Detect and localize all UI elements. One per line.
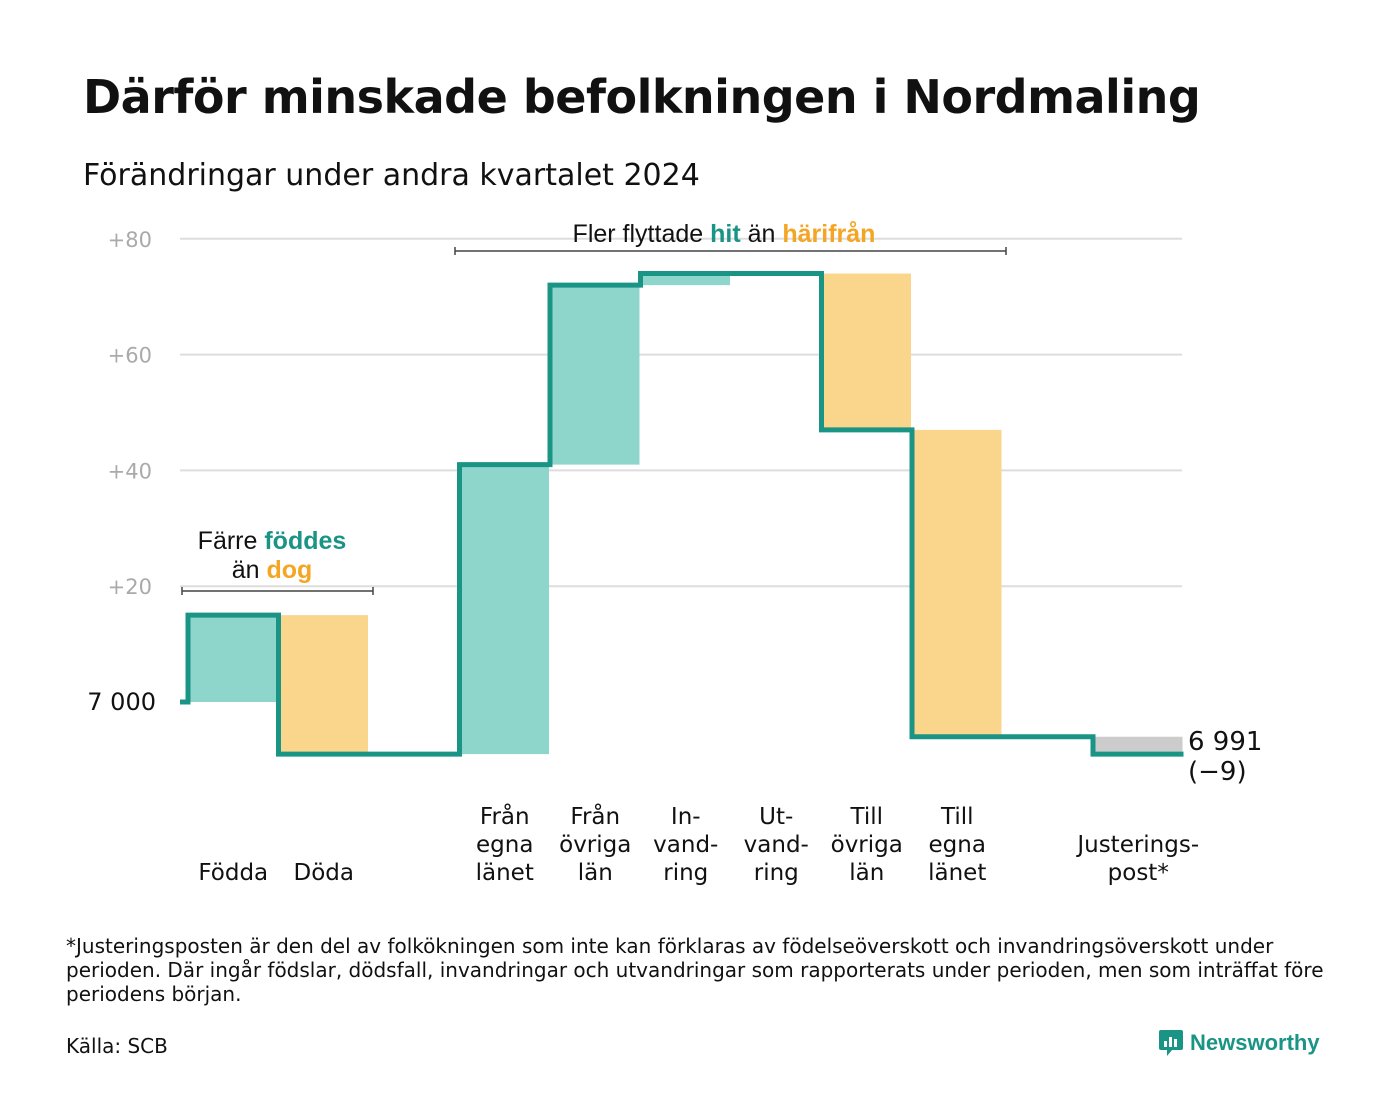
category-label: vand- [653, 832, 718, 858]
y-tick-label: +80 [108, 228, 152, 252]
category-label: län [849, 860, 884, 886]
end-value-label: 6 991 [1188, 727, 1262, 757]
cumulative-step-line [180, 271, 1184, 757]
annotation-segment: Fler flyttade [573, 220, 711, 248]
bar-increase [189, 615, 278, 702]
gridlines [180, 237, 1182, 588]
bar-increase [641, 273, 730, 286]
category-label: Ut- [759, 804, 793, 830]
annotation-text: Färre föddes [198, 527, 347, 555]
annotation-segment: härifrån [782, 220, 875, 248]
annotation-segment: Färre [198, 527, 265, 555]
category-label: övriga [831, 832, 903, 858]
category-label: ring [663, 860, 708, 886]
bars [189, 273, 1183, 755]
category-label: Till [940, 804, 974, 830]
footnote: *Justeringsposten är den del av folkökni… [66, 934, 1324, 1006]
annotation-segment: föddes [264, 527, 346, 555]
category-label: Till [849, 804, 883, 830]
annotation-segment: än [741, 220, 783, 248]
brand-name: Newsworthy [1190, 1030, 1320, 1055]
category-label: län [578, 860, 613, 886]
source-label: Källa: SCB [66, 1034, 168, 1058]
annotation-text: Fler flyttade hit än härifrån [573, 220, 876, 248]
category-label: In- [671, 804, 701, 830]
category-label: vand- [744, 832, 809, 858]
category-label: ring [754, 860, 799, 886]
annotation-segment: hit [710, 220, 741, 248]
category-label: länet [928, 860, 986, 886]
category-label: länet [476, 860, 534, 886]
newsworthy-logo-icon [1159, 1030, 1183, 1056]
annotation-segment: än [232, 556, 267, 584]
category-label: Justerings- [1075, 832, 1199, 858]
category-label: Från [480, 802, 530, 830]
annotation-segment: dog [266, 556, 312, 584]
category-label: post* [1108, 860, 1169, 886]
annotation-text: än dog [232, 556, 313, 584]
bar-adjustment [1094, 736, 1183, 755]
category-label: egna [476, 832, 533, 858]
category-label: Döda [294, 860, 354, 886]
bar-decrease [822, 273, 911, 430]
bar-increase [460, 464, 549, 755]
y-tick-label: +40 [108, 459, 152, 483]
cumulative-line [180, 271, 1184, 757]
chart-subtitle: Förändringar under andra kvartalet 2024 [83, 158, 700, 193]
bar-decrease [279, 615, 368, 755]
bar-decrease [913, 429, 1002, 737]
chart-title: Därför minskade befolkningen i Nordmalin… [83, 70, 1201, 124]
bar-increase [551, 285, 640, 465]
y-tick-label: +20 [108, 575, 152, 599]
category-label: egna [929, 832, 986, 858]
brand-logo: Newsworthy [1158, 1028, 1320, 1058]
category-label: Från [570, 802, 620, 830]
y-tick-label: +60 [108, 344, 152, 368]
start-value-label: 7 000 [87, 688, 156, 716]
end-change-label: (−9) [1188, 757, 1247, 787]
category-label: övriga [559, 832, 631, 858]
category-label: Födda [198, 860, 268, 886]
